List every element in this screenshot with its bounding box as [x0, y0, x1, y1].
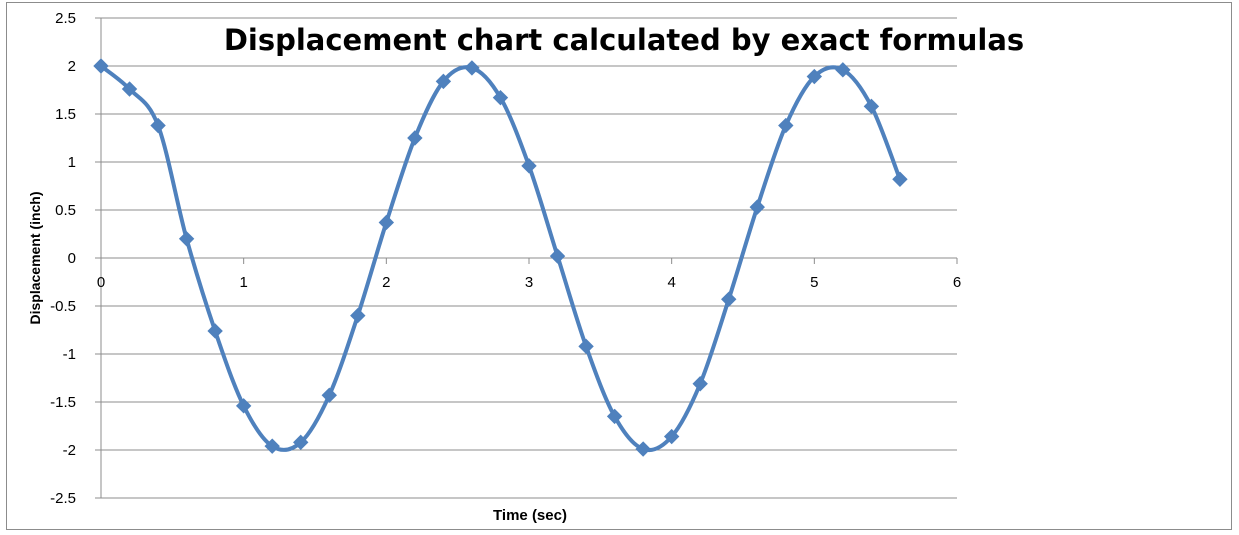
y-tick-label: 0.5	[55, 202, 76, 219]
data-point-marker	[178, 231, 195, 247]
data-point-marker	[264, 438, 280, 454]
axes	[95, 17, 958, 499]
y-tick-label: -0.5	[50, 298, 76, 315]
data-point-marker	[207, 323, 223, 339]
data-point-marker	[321, 387, 337, 403]
chart-title: Displacement chart calculated by exact f…	[224, 23, 1024, 57]
data-point-marker	[378, 214, 395, 231]
x-tick-label: 6	[953, 274, 961, 291]
x-tick-label: 3	[525, 274, 533, 291]
data-point-marker	[778, 117, 794, 134]
y-tick-label: 0	[68, 250, 76, 267]
y-tick-label: -2	[63, 442, 76, 459]
data-point-marker	[93, 58, 109, 74]
y-tick-label: 1	[68, 154, 76, 171]
data-point-marker	[635, 441, 651, 457]
data-point-marker	[806, 68, 823, 85]
data-point-marker	[835, 62, 851, 78]
data-point-marker	[407, 130, 423, 146]
chart-frame	[6, 2, 1232, 530]
x-tick-label: 4	[667, 274, 675, 291]
data-point-marker	[435, 73, 452, 90]
x-tick-label: 1	[239, 274, 247, 291]
data-point-marker	[663, 428, 680, 445]
x-tick-label: 2	[382, 274, 390, 291]
data-point-marker	[464, 60, 480, 76]
data-point-marker	[121, 81, 138, 97]
y-axis-label: Displacement (inch)	[27, 191, 43, 324]
data-point-marker	[692, 376, 708, 392]
x-tick-label: 5	[810, 274, 818, 291]
data-point-marker	[521, 158, 537, 174]
y-tick-label: -1.5	[50, 394, 76, 411]
x-tick-labels: 0 1 2 3 4 5 6	[97, 274, 961, 291]
data-point-marker	[293, 434, 309, 451]
x-tick-label: 0	[97, 274, 105, 291]
y-tick-label: 2	[68, 58, 76, 75]
data-point-marker	[549, 248, 566, 264]
data-point-marker	[235, 398, 252, 414]
data-point-marker	[892, 171, 908, 187]
x-axis-label: Time (sec)	[493, 507, 567, 524]
data-point-marker	[350, 307, 366, 324]
data-point-marker	[150, 117, 166, 134]
y-tick-label: 2.5	[55, 10, 76, 27]
y-tick-label: -1	[63, 346, 76, 363]
data-markers	[93, 58, 908, 457]
data-point-marker	[578, 338, 594, 355]
data-point-marker	[749, 199, 765, 215]
data-point-marker	[606, 408, 623, 425]
y-tick-labels: 2.5 2 1.5 1 0.5 0 -0.5 -1 -1.5 -2 -2.5	[50, 10, 76, 507]
y-tick-label: 1.5	[55, 106, 76, 123]
data-point-marker	[492, 89, 509, 106]
y-tick-label: -2.5	[50, 490, 76, 507]
data-point-marker	[721, 291, 737, 307]
data-point-marker	[863, 98, 880, 115]
